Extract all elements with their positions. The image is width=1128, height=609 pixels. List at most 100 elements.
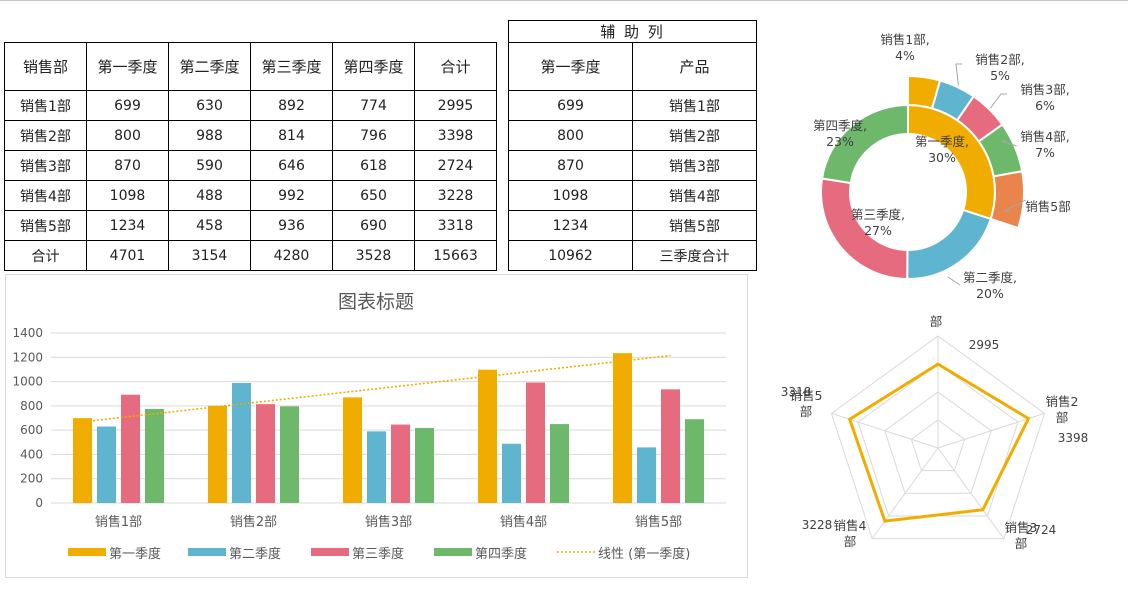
table-row: 销售3部 870 590 646 618 2724 (4, 150, 497, 181)
bar (367, 431, 386, 503)
legend-label: 线性 (第一季度) (598, 546, 690, 562)
table-cell: 870 (508, 150, 633, 181)
leader-line (1000, 140, 1017, 147)
bar (121, 394, 140, 503)
legend-label: 第四季度 (475, 546, 527, 562)
radar-series (847, 362, 1031, 523)
x-tick-label: 销售2部 (230, 514, 277, 530)
table-header-cell: 第一季度 (508, 42, 633, 91)
table-header-cell: 销售部 (4, 42, 87, 91)
radar-category-label: 部 (930, 314, 943, 329)
radar-spoke (871, 447, 939, 539)
radar-grid-ring (830, 335, 1046, 540)
doughnut-label: 4% (895, 48, 915, 63)
table-header-cell: 合计 (414, 42, 497, 91)
table-cell: 2724 (414, 150, 497, 181)
radar-spoke (937, 447, 1005, 539)
bar (613, 353, 632, 503)
bar (208, 405, 227, 503)
table-cell: 646 (250, 150, 333, 181)
radar-grid-ring (884, 391, 992, 494)
table-row: 销售1部 699 630 892 774 2995 (4, 90, 497, 121)
table-cell: 3154 (168, 240, 251, 271)
radar-category-label: 销售4 (834, 518, 867, 533)
radar-value-label: 2995 (969, 338, 1000, 352)
table-header-row: 销售部 第一季度 第二季度 第三季度 第四季度 合计 (4, 42, 497, 91)
x-tick-label: 销售5部 (635, 514, 682, 530)
table-cell: 销售1部 (4, 90, 87, 121)
doughnut-label: 30% (928, 150, 956, 165)
doughnut-label: 销售3部, (1020, 82, 1069, 97)
x-tick-label: 销售1部 (95, 514, 142, 530)
doughnut-label: 销售1部, (880, 32, 929, 47)
y-tick-label: 800 (20, 399, 43, 413)
table-cell: 800 (508, 120, 633, 151)
top-border (0, 0, 1128, 1)
table-cell: 销售4部 (632, 180, 757, 211)
bar-chart-container[interactable]: 图表标题 0 200 400 600 800 1000 1200 1400 销售1部 销售2部 销售3… (5, 274, 748, 578)
doughnut-label: 20% (976, 286, 1004, 301)
table-cell: 774 (332, 90, 415, 121)
radar-value-label: 3398 (1058, 431, 1089, 445)
table-cell: 销售5部 (632, 210, 757, 241)
table-cell: 1234 (86, 210, 169, 241)
aux-title-row: 辅 助 列 (508, 20, 757, 43)
radar-category-label: 部 (1015, 536, 1028, 551)
table-cell: 870 (86, 150, 169, 181)
radar-grid-ring (910, 419, 966, 472)
bar (637, 447, 656, 503)
bar (343, 397, 362, 503)
leader-line (1003, 199, 1026, 212)
y-tick-label: 400 (20, 447, 43, 461)
doughnut-label: 销售5部 (1025, 199, 1070, 214)
table-cell: 488 (168, 180, 251, 211)
table-header-cell: 第三季度 (250, 42, 333, 91)
bar-chart: 图表标题 0 200 400 600 800 1000 1200 1400 销售1部 销售2部 销售3… (12, 291, 726, 562)
radar-spoke (831, 412, 939, 449)
aux-table: 辅 助 列 第一季度 产品 699 销售1部 800 销售2部 870 销售3部 10… (508, 20, 757, 271)
radar-value-label: 3228 (802, 518, 833, 532)
bar (391, 424, 410, 503)
table-total-row: 合计 4701 3154 4280 3528 15663 (4, 240, 497, 271)
bar (145, 409, 164, 503)
y-tick-label: 1200 (12, 350, 43, 364)
doughnut-chart: 销售1部,4% 销售2部,5% 销售3部,6% 销售4部,7% 销售5部 第一季度,30%… (813, 32, 1071, 301)
table-cell: 650 (332, 180, 415, 211)
doughnut-label: 7% (1035, 145, 1055, 160)
table-cell: 3398 (414, 120, 497, 151)
table-row: 销售4部 1098 488 992 650 3228 (4, 180, 497, 211)
table-header-cell: 第二季度 (168, 42, 251, 91)
radar-category-label: 部 (844, 534, 857, 549)
table-cell: 销售1部 (632, 90, 757, 121)
table-cell: 三季度合计 (632, 240, 757, 271)
doughnut-label: 23% (826, 134, 854, 149)
table-cell: 3528 (332, 240, 415, 271)
table-cell: 销售4部 (4, 180, 87, 211)
table-cell: 458 (168, 210, 251, 241)
bar (256, 404, 275, 503)
doughnut-label: 5% (990, 68, 1010, 83)
bar (661, 389, 680, 503)
table-cell: 合计 (4, 240, 87, 271)
legend-label: 第二季度 (229, 546, 281, 562)
bar (280, 406, 299, 503)
bar (415, 427, 434, 503)
table-cell: 988 (168, 120, 251, 151)
radar-value-label: 3318 (781, 385, 812, 399)
table-row: 10962 三季度合计 (508, 240, 757, 271)
table-cell: 699 (86, 90, 169, 121)
table-cell: 892 (250, 90, 333, 121)
legend-label: 第一季度 (109, 546, 161, 562)
doughnut-label: 第三季度, (851, 207, 905, 222)
table-cell: 590 (168, 150, 251, 181)
table-cell: 1234 (508, 210, 633, 241)
doughnut-label: 销售4部, (1020, 129, 1069, 144)
table-cell: 618 (332, 150, 415, 181)
bar (526, 382, 545, 503)
leader-line (990, 93, 1007, 109)
table-row: 销售5部 1234 458 936 690 3318 (4, 210, 497, 241)
y-tick-label: 200 (20, 472, 43, 486)
bar (502, 443, 521, 503)
bar (685, 419, 704, 503)
legend-label: 第三季度 (352, 546, 404, 562)
